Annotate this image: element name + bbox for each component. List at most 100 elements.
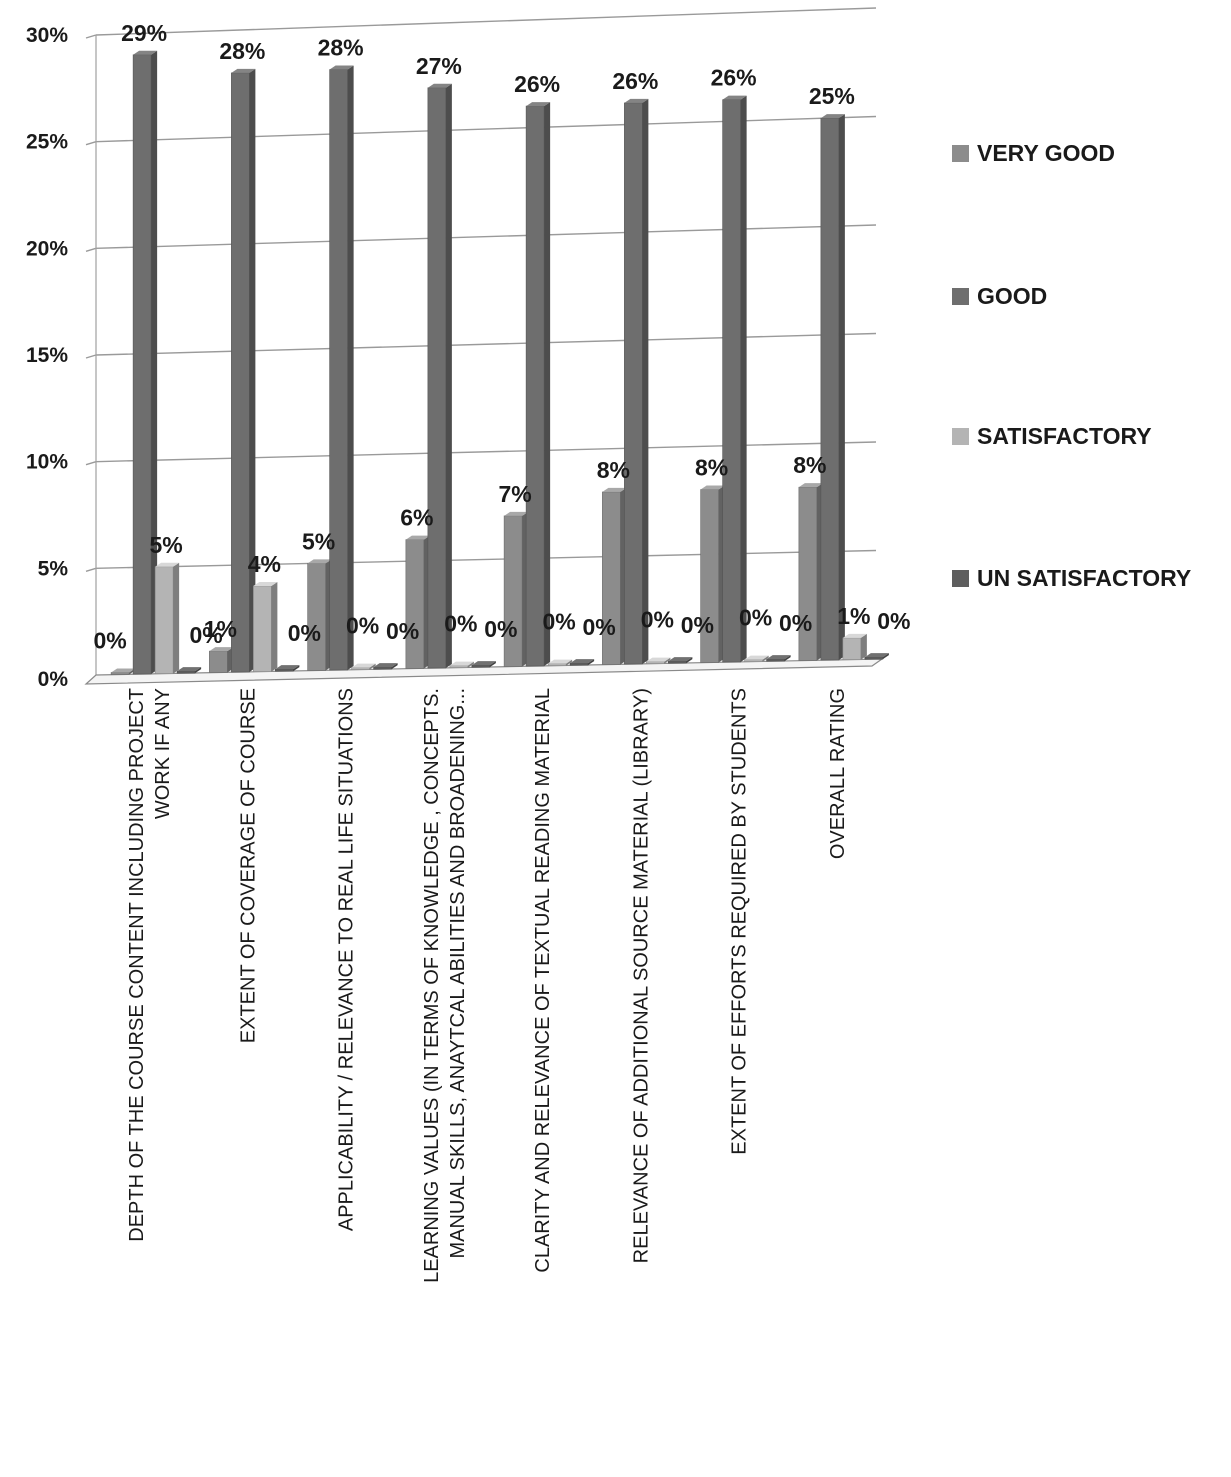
gridline-depth: [85, 354, 97, 359]
data-label: 0%: [190, 622, 223, 648]
bar: [722, 99, 741, 663]
bar-side: [838, 114, 845, 661]
bar-top: [766, 655, 791, 660]
bar: [329, 69, 348, 671]
bar: [547, 663, 567, 666]
bar: [110, 672, 130, 675]
bar: [766, 658, 785, 662]
bar: [209, 650, 228, 673]
bar-side: [784, 655, 791, 662]
bar-top: [842, 633, 867, 638]
legend-label: SATISFACTORY: [977, 423, 1152, 449]
legend-swatch: [952, 145, 969, 162]
data-label: 0%: [444, 611, 477, 637]
bar: [231, 72, 250, 673]
bar-top: [133, 50, 158, 55]
gridline: [95, 441, 877, 463]
gridline-depth: [85, 247, 97, 253]
bar-side: [566, 659, 573, 666]
bar-top: [624, 98, 649, 103]
bar-top: [570, 659, 595, 664]
bar-top: [111, 668, 136, 673]
data-label: 0%: [288, 620, 321, 646]
bar-side: [467, 661, 474, 668]
bar-side: [664, 657, 671, 664]
data-labels: 0%29%5%0%1%28%4%0%5%28%0% 0%6%27%0% 0%7%26…: [94, 20, 911, 654]
bar-top: [209, 647, 234, 652]
bar: [569, 662, 589, 666]
legend-item: GOOD: [952, 283, 1047, 310]
bar-side: [195, 667, 202, 674]
bar: [154, 566, 174, 674]
gridline: [95, 115, 877, 143]
data-label: 1%: [837, 603, 870, 629]
y-tick-label: 20%: [26, 237, 68, 260]
gridline: [95, 332, 877, 356]
bar-top: [449, 661, 474, 666]
bar-top: [820, 114, 845, 119]
data-label: 0%: [543, 609, 576, 635]
bar: [427, 87, 447, 669]
bar-side: [445, 83, 452, 669]
bar: [624, 102, 643, 665]
bar-top: [722, 95, 747, 100]
data-label: 0%: [94, 628, 127, 654]
data-label: 0%: [484, 616, 517, 642]
category-label: WORK IF ANY: [152, 688, 174, 819]
bar-side: [369, 663, 376, 670]
bar: [132, 54, 152, 675]
gridline: [95, 549, 877, 570]
bar-top: [744, 655, 769, 660]
data-label: 0%: [779, 610, 812, 636]
data-label: 0%: [681, 612, 714, 638]
gridline-depth: [85, 567, 97, 573]
bar-side: [293, 665, 300, 672]
bar-top: [504, 511, 529, 516]
y-tick-label: 0%: [38, 668, 69, 691]
data-label: 28%: [219, 38, 265, 64]
bar-side: [686, 657, 693, 664]
bar-side: [762, 655, 769, 662]
data-label: 26%: [711, 65, 757, 91]
bar-top: [329, 65, 354, 70]
data-label: 27%: [416, 53, 462, 79]
gridline-depth: [85, 140, 97, 146]
data-label: 26%: [514, 71, 560, 97]
data-label: 6%: [400, 505, 433, 531]
bar: [744, 659, 763, 662]
bar: [307, 563, 326, 671]
category-label: DEPTH OF THE COURSE CONTENT INCLUDING PR…: [126, 688, 148, 1242]
legend-swatch: [952, 288, 969, 305]
bar-top: [798, 483, 823, 488]
data-label: 0%: [346, 613, 379, 639]
bar-side: [642, 98, 649, 665]
bar-top: [231, 68, 256, 73]
bar-top: [526, 102, 551, 107]
bar-top: [548, 659, 573, 664]
bar-top: [351, 663, 376, 668]
category-labels: DEPTH OF THE COURSE CONTENT INCLUDING PR…: [126, 688, 849, 1283]
gridline-depth: [85, 34, 97, 39]
bar: [646, 661, 665, 664]
data-label: 29%: [121, 20, 167, 46]
bar-top: [602, 487, 627, 492]
bar-top: [668, 657, 693, 662]
bar-top: [373, 663, 398, 668]
bar: [351, 667, 370, 670]
bar-side: [173, 562, 180, 674]
category-label: CLARITY AND RELEVANCE OF TEXTUAL READING…: [532, 688, 554, 1273]
data-label: 26%: [612, 68, 658, 94]
legend-swatch: [952, 570, 969, 587]
bar: [449, 665, 469, 668]
data-label: 8%: [695, 455, 728, 481]
bar: [176, 670, 196, 674]
bar-top: [471, 661, 496, 666]
data-label: 7%: [499, 481, 532, 507]
data-label: 5%: [150, 532, 183, 558]
bars: [110, 50, 889, 675]
category-label: APPLICABILITY / RELEVANCE TO REAL LIFE S…: [336, 688, 358, 1231]
category-label: EXTENT OF COVERAGE OF COURSE: [237, 688, 259, 1043]
legend-item: UN SATISFACTORY: [952, 565, 1191, 592]
bar-top: [155, 562, 180, 567]
bar-top: [700, 485, 725, 490]
